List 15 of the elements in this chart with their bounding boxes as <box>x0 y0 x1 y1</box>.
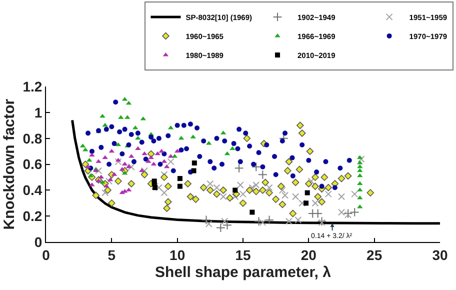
x-tick-label: 25 <box>366 246 382 263</box>
y-tick-label: 0.2 <box>22 208 42 224</box>
x-tick-label: 15 <box>235 246 251 263</box>
x-axis-title: Shell shape parameter, λ <box>155 264 332 281</box>
y-tick-label: 0.8 <box>22 130 42 146</box>
y-tick-label: 1.2 <box>22 78 42 94</box>
x-tick-label: 30 <box>432 246 448 263</box>
y-tick-label: 1 <box>34 104 42 120</box>
x-tick-label: 20 <box>300 246 317 263</box>
y-axis-title: Knockdown factor <box>0 98 18 230</box>
y-tick-label: 0.4 <box>22 182 42 198</box>
x-tick-label: 10 <box>170 246 186 263</box>
y-tick-label: 0 <box>34 234 42 250</box>
x-tick-label: 5 <box>108 246 116 263</box>
y-tick-label: 0.6 <box>22 156 42 172</box>
